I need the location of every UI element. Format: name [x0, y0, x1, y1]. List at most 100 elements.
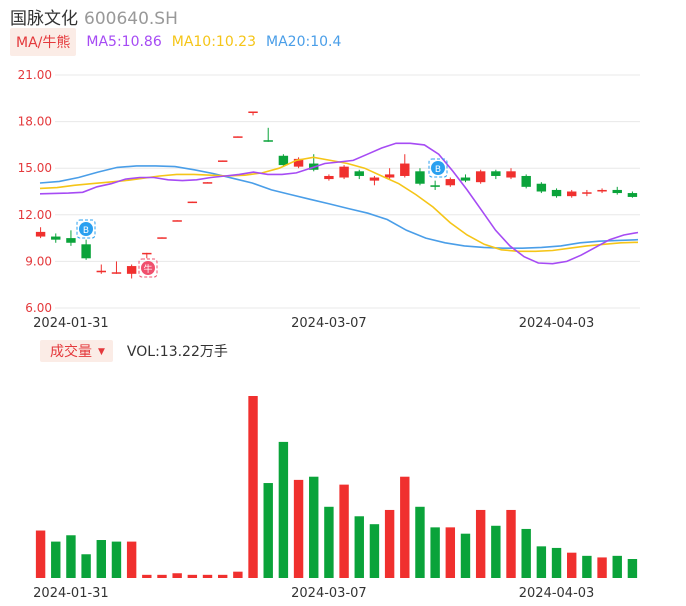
volume-bar	[567, 552, 577, 578]
volume-bar	[248, 396, 258, 578]
buy-signal-icon: B	[76, 219, 96, 239]
marker-label: B	[435, 165, 441, 175]
candle-body	[567, 191, 577, 197]
candle-body	[111, 272, 122, 274]
candle-body	[81, 244, 91, 259]
volume-bar	[309, 476, 319, 578]
candle-body	[217, 160, 228, 162]
buy-signal-icon: B	[428, 158, 448, 178]
candle-body	[278, 155, 289, 166]
marker-frame	[428, 158, 448, 178]
candle-body	[536, 183, 547, 192]
volume-bar	[369, 524, 380, 578]
candle-body	[400, 163, 410, 176]
caret-down-icon: ▼	[98, 347, 105, 357]
volume-bar	[81, 554, 91, 578]
volume-bar	[51, 541, 61, 578]
y-tick-label: 21.00	[18, 68, 52, 82]
x-tick-label: 2024-03-07	[291, 586, 367, 601]
ma5-line	[39, 142, 639, 265]
candle-body	[202, 182, 213, 184]
candle-body	[627, 193, 638, 197]
candle-body	[354, 171, 364, 176]
volume-bar	[126, 541, 137, 578]
x-tick-label: 2024-04-03	[519, 316, 595, 330]
candle-body	[582, 192, 592, 194]
marker-label: 牛	[143, 263, 152, 275]
candle-body	[491, 171, 501, 176]
marker-dot	[431, 161, 445, 175]
volume-bar	[96, 540, 106, 578]
volume-bar	[536, 546, 547, 578]
x-tick-label: 2024-03-07	[291, 316, 367, 330]
candle-body	[612, 189, 622, 194]
ma20-value: MA20:10.4	[266, 34, 342, 50]
volume-bar	[111, 541, 122, 578]
candle-body	[369, 177, 380, 181]
volume-bar	[142, 574, 152, 578]
volume-bar	[324, 506, 334, 578]
volume-bar	[612, 555, 622, 578]
y-tick-label: 15.00	[18, 161, 52, 175]
candle-body	[263, 140, 273, 142]
candle-body	[384, 174, 395, 178]
marker-frame	[76, 219, 96, 239]
volume-bar	[202, 574, 213, 578]
candle-body	[597, 189, 607, 192]
candle-body	[126, 266, 137, 274]
candle-body	[96, 270, 106, 273]
candle-body	[506, 171, 516, 178]
candle-body	[415, 171, 425, 184]
candle-body	[460, 177, 471, 181]
marker-frame	[138, 258, 158, 278]
volume-legend: 成交量 ▼ VOL:13.22万手	[40, 340, 228, 362]
marker-label: B	[83, 226, 89, 236]
x-tick-label: 2024-01-31	[33, 316, 109, 330]
y-tick-label: 9.00	[25, 254, 52, 268]
candle-body	[475, 171, 486, 183]
candle-body	[172, 220, 182, 222]
volume-bar	[582, 555, 592, 578]
x-tick-label: 2024-04-03	[519, 586, 595, 601]
volume-bar	[460, 533, 471, 578]
volume-bar	[157, 574, 167, 578]
stock-header: 国脉文化 600640.SH	[10, 4, 178, 29]
marker-dot	[141, 261, 155, 275]
candle-body	[157, 237, 167, 239]
stock-name: 国脉文化	[10, 9, 78, 29]
ma-indicator-selector[interactable]: MA/牛熊	[10, 28, 77, 56]
ma10-value: MA10:10.23	[171, 34, 257, 50]
volume-bar	[233, 571, 243, 578]
marker-dot	[79, 222, 93, 236]
volume-bar	[66, 535, 76, 578]
volume-bar	[354, 516, 364, 578]
y-tick-label: 6.00	[25, 301, 52, 315]
y-tick-label: 12.00	[18, 208, 52, 222]
volume-bar	[35, 530, 46, 578]
volume-indicator-selector[interactable]: 成交量 ▼	[40, 340, 113, 362]
volume-bar	[263, 483, 273, 578]
candle-body	[66, 238, 76, 243]
candle-body	[445, 179, 456, 186]
volume-bar	[506, 509, 516, 578]
ma20-line	[39, 165, 639, 249]
candle-body	[293, 158, 304, 167]
bull-signal-icon: 牛	[138, 258, 158, 278]
volume-bar	[475, 509, 486, 578]
candle-body	[233, 136, 243, 138]
y-tick-label: 18.00	[18, 115, 52, 129]
volume-bar	[293, 479, 304, 578]
candle-body	[187, 201, 198, 204]
x-tick-label: 2024-01-31	[33, 586, 109, 601]
candle-body	[521, 175, 531, 187]
candle-body	[430, 185, 440, 187]
volume-indicator-label: 成交量	[50, 344, 92, 360]
candle-body	[551, 189, 562, 197]
volume-bar	[491, 525, 501, 578]
ma5-value: MA5:10.86	[86, 34, 162, 50]
volume-bar	[627, 559, 638, 578]
candle-body	[35, 231, 46, 237]
candle-body	[51, 236, 61, 240]
